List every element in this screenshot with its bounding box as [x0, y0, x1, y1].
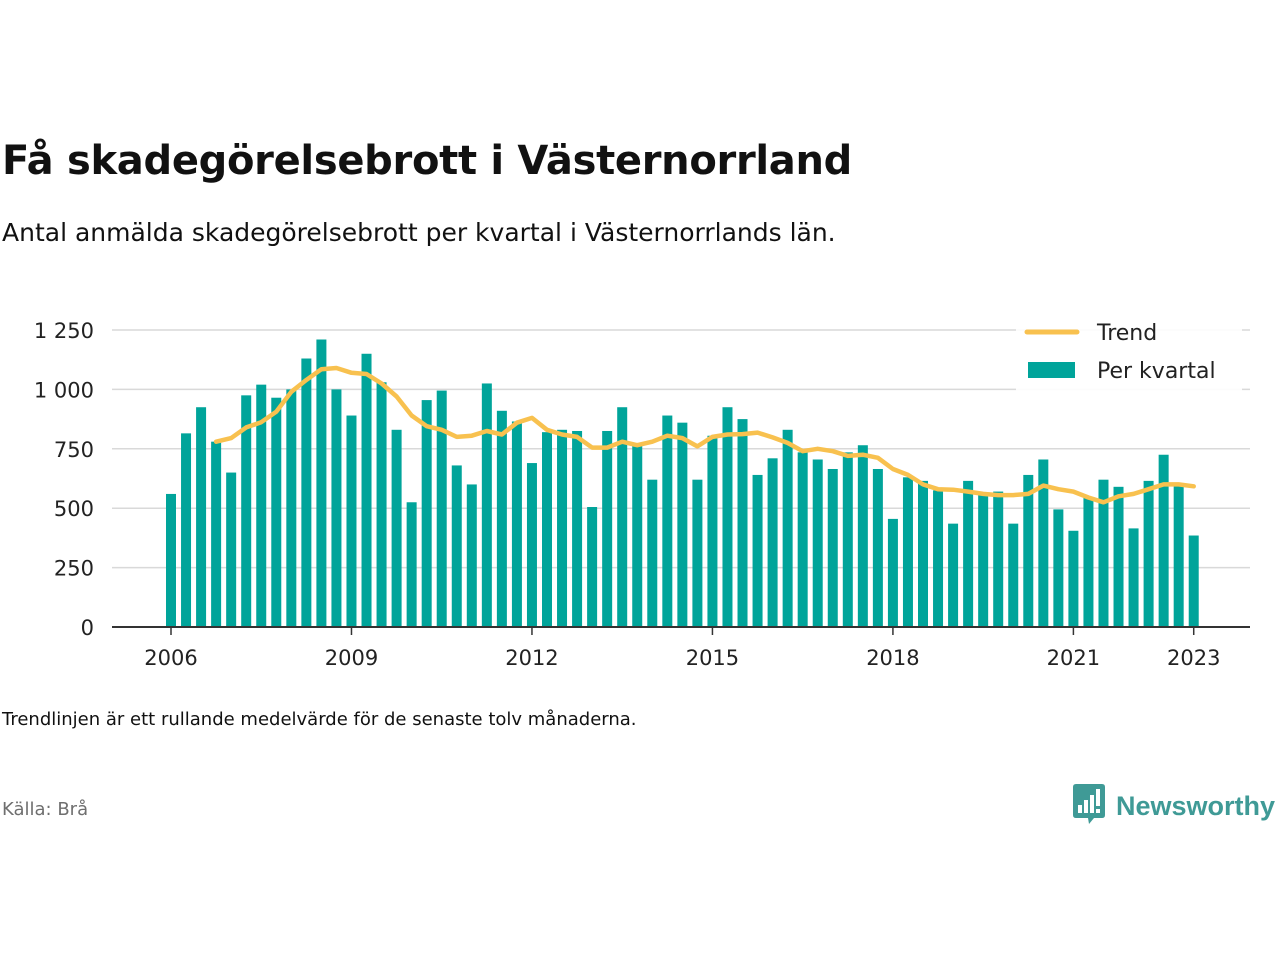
bar: [617, 407, 628, 627]
bar: [1143, 480, 1154, 627]
legend-bar-swatch: [1028, 362, 1075, 378]
bar: [1068, 530, 1079, 627]
bar: [1098, 479, 1109, 627]
bar: [256, 384, 267, 627]
bar: [857, 445, 868, 627]
bar: [752, 474, 763, 627]
bar: [526, 463, 537, 627]
bar: [1083, 497, 1094, 627]
bar: [902, 477, 913, 627]
bar: [166, 493, 176, 627]
x-tick-label: 2015: [686, 646, 739, 670]
bar: [948, 523, 959, 627]
bar: [842, 452, 853, 627]
bar: [1008, 523, 1019, 627]
bar: [707, 435, 718, 627]
bar: [933, 490, 944, 627]
bar: [827, 468, 838, 627]
bar: [451, 465, 462, 627]
bar: [978, 493, 989, 627]
bar: [737, 419, 748, 627]
bar: [722, 407, 733, 627]
x-tick-label: 2023: [1167, 646, 1220, 670]
x-tick-label: 2009: [325, 646, 378, 670]
bar: [1188, 535, 1199, 627]
bar: [872, 468, 883, 627]
logo-text: Newsworthy: [1116, 790, 1276, 821]
bar: [346, 415, 357, 627]
bar: [887, 518, 898, 627]
bar: [918, 480, 928, 627]
bar: [436, 390, 447, 627]
bar: [391, 429, 402, 627]
x-tick-label: 2012: [505, 646, 558, 670]
bar: [767, 458, 778, 627]
bar: [1128, 528, 1139, 627]
y-tick-label: 750: [54, 438, 94, 462]
trend-line: [213, 365, 1196, 505]
bar-line-chart: 0 250 500 750 1 000 1 250 2006 2009 2012 2015 2018…: [34, 318, 1250, 670]
bar: [797, 452, 808, 627]
bar: [361, 353, 372, 627]
legend: Trend Per kvartal: [1016, 318, 1242, 392]
bar: [331, 389, 342, 627]
bar: [1023, 474, 1034, 627]
x-tick-label: 2018: [866, 646, 919, 670]
bar: [181, 433, 192, 627]
chart-source: Källa: Brå: [2, 799, 89, 820]
chart-subtitle: Antal anmälda skadegörelsebrott per kvar…: [2, 218, 836, 247]
y-tick-label: 0: [81, 616, 94, 640]
bar: [1173, 483, 1184, 627]
bar: [496, 410, 507, 627]
y-tick-label: 250: [54, 557, 94, 581]
bar: [1158, 454, 1169, 627]
legend-label: Trend: [1096, 321, 1157, 346]
chart-note: Trendlinjen är ett rullande medelvärde f…: [2, 709, 637, 730]
line-series-trend: [213, 365, 1196, 505]
bar: [481, 383, 492, 627]
bar: [963, 480, 974, 627]
bar: [692, 479, 703, 627]
y-tick-label: 1 250: [34, 319, 94, 343]
bar: [316, 339, 327, 627]
bar: [647, 479, 658, 627]
bar: [511, 421, 522, 627]
bar: [542, 432, 552, 627]
bar: [1053, 509, 1064, 627]
bar: [301, 358, 312, 627]
bar: [632, 444, 643, 627]
bar: [602, 430, 613, 627]
legend-label: Per kvartal: [1097, 359, 1216, 384]
bar: [662, 415, 673, 627]
bar: [993, 491, 1004, 627]
axes: 0 250 500 750 1 000 1 250 2006 2009 2012 2015 2018…: [34, 319, 1250, 670]
bar: [466, 484, 477, 627]
bar: [557, 429, 568, 627]
newsworthy-logo: Newsworthy: [1072, 783, 1276, 829]
bar: [812, 459, 823, 627]
bar: [226, 472, 237, 627]
bar: [211, 441, 222, 627]
bar: [1113, 486, 1124, 627]
bar: [572, 430, 583, 627]
bar: [421, 400, 432, 627]
chart-title: Få skadegörelsebrott i Västernorrland: [2, 138, 852, 184]
bar: [196, 407, 207, 627]
bar: [782, 429, 793, 627]
bar: [587, 507, 598, 627]
bar: [406, 502, 417, 627]
bar: [677, 422, 688, 627]
bar: [271, 397, 282, 627]
bar: [241, 395, 252, 627]
bar: [286, 389, 297, 627]
bar-chart-speech-bubble-icon: [1072, 783, 1106, 829]
bar: [1038, 459, 1049, 627]
x-tick-label: 2006: [144, 646, 197, 670]
y-tick-label: 1 000: [34, 378, 94, 402]
x-tick-label: 2021: [1047, 646, 1100, 670]
y-tick-label: 500: [54, 497, 94, 521]
bar-series-per-kvartal: [166, 339, 1199, 627]
bar: [376, 382, 387, 627]
